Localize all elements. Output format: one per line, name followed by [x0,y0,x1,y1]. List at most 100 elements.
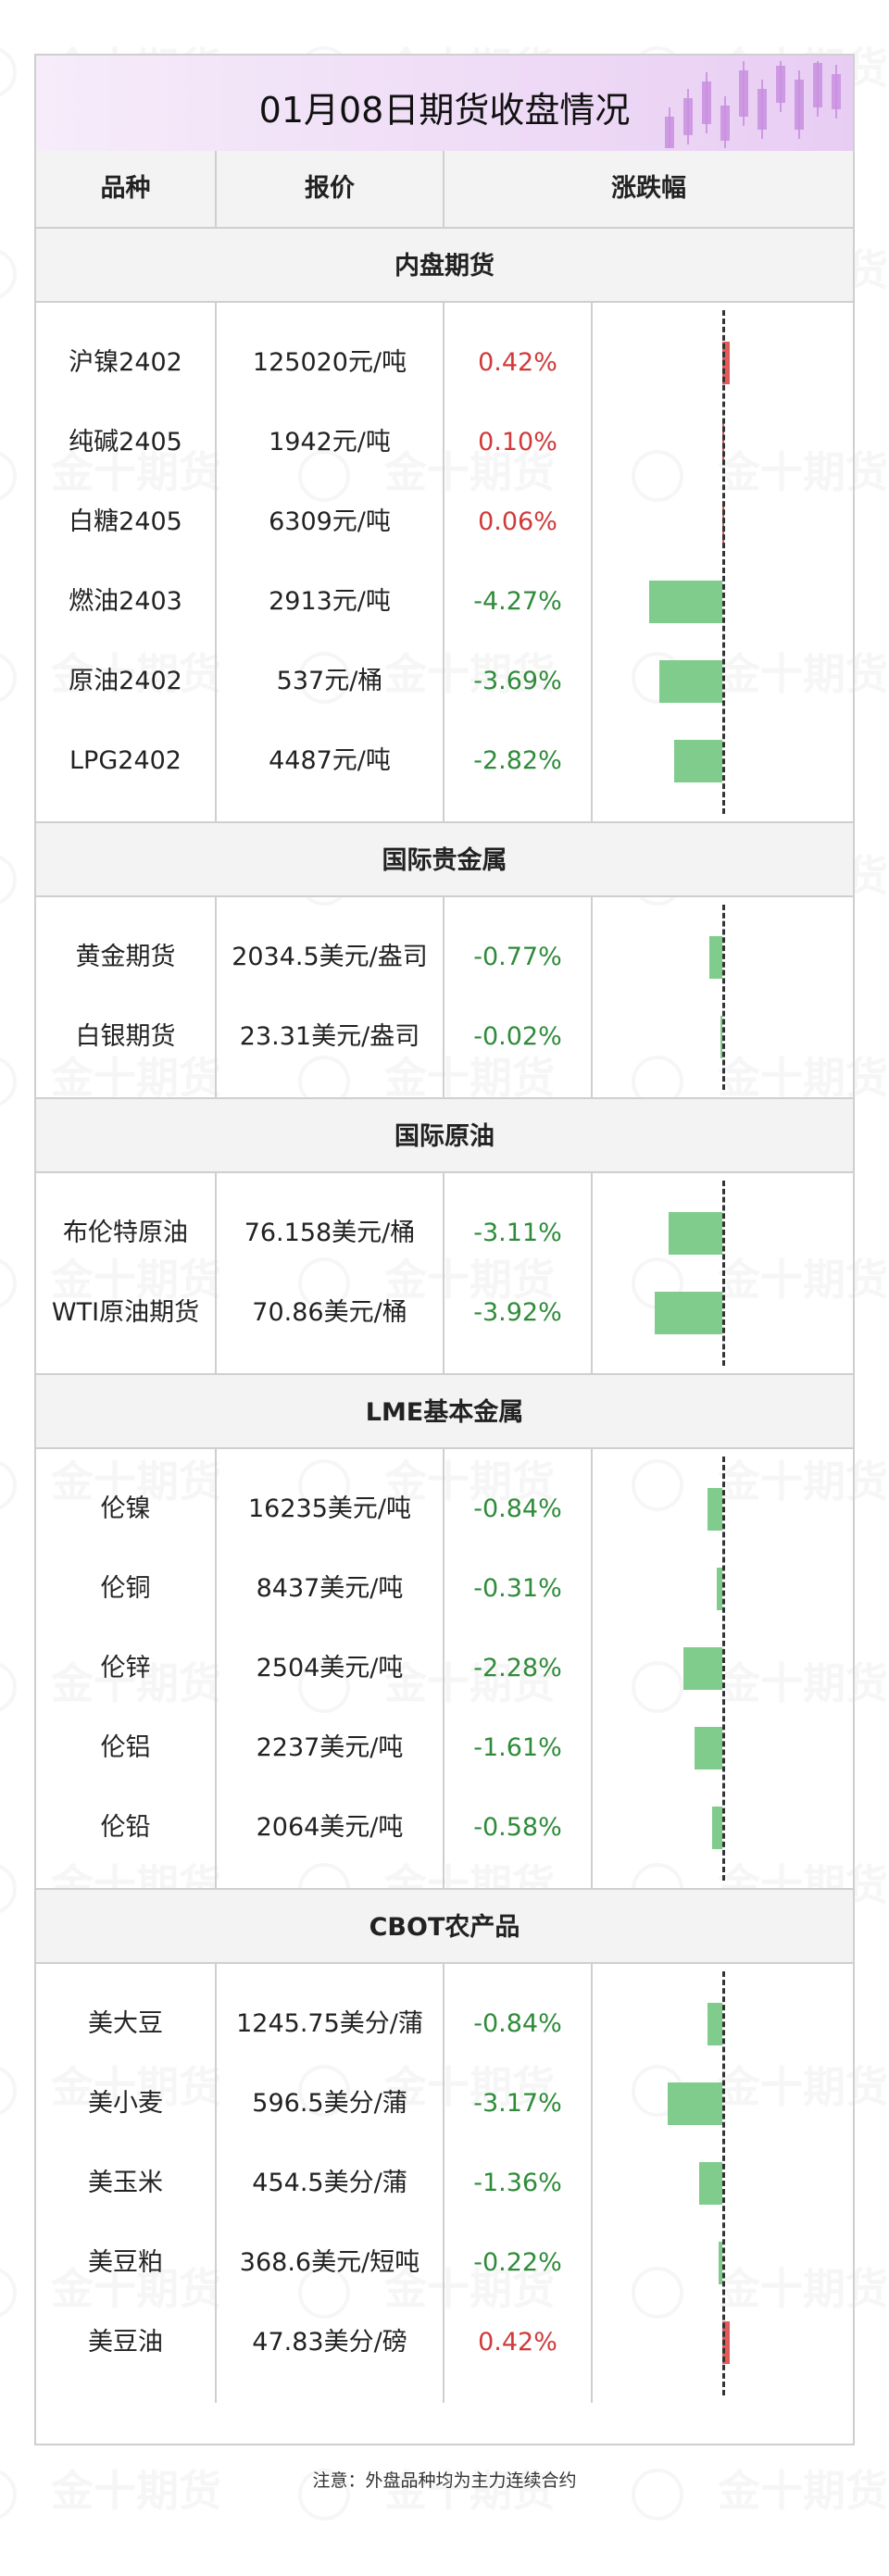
section-header: LME基本金属 [36,1373,853,1449]
table-row: 美小麦 596.5美分/蒲 -3.17% [36,2064,853,2144]
change-cell: -0.02% [473,1022,562,1051]
price-cell: 596.5美分/蒲 [252,2089,407,2118]
zero-baseline [722,310,725,814]
section-body: 黄金期货 2034.5美元/盎司 -0.77% 白银期货 23.31美元/盎司 -0.02… [36,897,853,1097]
change-bar-down [649,581,722,623]
footer-note: 注意：外盘品种均为主力连续合约 [312,2470,577,2491]
variety-cell: 白糖2405 [69,507,182,536]
table-row: 伦铝 2237美元/吨 -1.61% [36,1708,853,1788]
variety-cell: 黄金期货 [75,943,176,971]
section-body: 伦镍 16235美元/吨 -0.84% 伦铜 8437美元/吨 -0.31% 伦锌 2504美… [36,1449,853,1888]
price-cell: 2504美元/吨 [256,1654,404,1682]
price-cell: 47.83美分/磅 [252,2328,407,2357]
table-row: 黄金期货 2034.5美元/盎司 -0.77% [36,918,853,997]
variety-cell: 伦镍 [100,1494,151,1523]
table-row: 白银期货 23.31美元/盎司 -0.02% [36,997,853,1077]
change-bar-down [707,1488,722,1531]
variety-cell: 美豆粕 [88,2248,163,2277]
table-row: 燃油2403 2913元/吨 -4.27% [36,562,853,642]
change-cell: -3.17% [473,2089,562,2118]
variety-cell: 伦铝 [100,1733,151,1762]
zero-baseline [722,1971,725,2395]
table-row: 白糖2405 6309元/吨 0.06% [36,482,853,562]
table-row: 美豆粕 368.6美元/短吨 -0.22% [36,2223,853,2303]
change-bar-down [669,1212,722,1255]
price-cell: 1245.75美分/蒲 [236,2009,423,2038]
variety-cell: 伦铜 [100,1574,151,1603]
table-row: 纯碱2405 1942元/吨 0.10% [36,403,853,482]
price-cell: 70.86美元/桶 [252,1298,407,1327]
table-header: 品种 报价 涨跌幅 [36,151,853,229]
change-bar-down [673,740,722,782]
variety-cell: 白银期货 [75,1022,176,1051]
change-cell: 0.06% [478,507,557,536]
price-cell: 4487元/吨 [269,746,391,775]
section-body: 美大豆 1245.75美分/蒲 -0.84% 美小麦 596.5美分/蒲 -3.17% 美玉… [36,1964,853,2403]
header-change: 涨跌幅 [611,174,686,203]
variety-cell: 美小麦 [88,2089,163,2118]
quote-table: 01月08日期货收盘情况 [34,54,855,2445]
variety-cell: 纯碱2405 [69,428,182,456]
variety-cell: 美豆油 [88,2328,163,2357]
price-cell: 1942元/吨 [269,428,391,456]
variety-cell: 布伦特原油 [63,1219,188,1247]
change-cell: 0.10% [478,428,557,456]
table-row: 伦铅 2064美元/吨 -0.58% [36,1788,853,1868]
candlestick-decoration [665,61,841,148]
price-cell: 125020元/吨 [252,348,407,377]
change-cell: -0.58% [473,1813,562,1842]
change-cell: -0.84% [473,2009,562,2038]
variety-cell: 美大豆 [88,2009,163,2038]
change-cell: -0.84% [473,1494,562,1523]
zero-baseline [722,1457,725,1881]
price-cell: 2064美元/吨 [256,1813,404,1842]
change-bar-down [682,1647,722,1690]
price-cell: 2237美元/吨 [256,1733,404,1762]
table-row: 美豆油 47.83美分/磅 0.42% [36,2303,853,2382]
table-row: 布伦特原油 76.158美元/桶 -3.11% [36,1194,853,1273]
change-bar-down [708,936,722,979]
change-cell: -1.36% [473,2169,562,2197]
change-cell: -0.31% [473,1574,562,1603]
change-cell: -2.28% [473,1654,562,1682]
section-header: 国际贵金属 [36,821,853,897]
change-cell: -1.61% [473,1733,562,1762]
variety-cell: 伦锌 [100,1654,151,1682]
change-bar-down [655,1292,722,1334]
variety-cell: WTI原油期货 [51,1298,200,1327]
table-row: 原油2402 537元/桶 -3.69% [36,642,853,721]
change-bar-down [712,1807,722,1849]
price-cell: 76.158美元/桶 [244,1219,416,1247]
section-header: 内盘期货 [36,227,853,303]
table-row: LPG2402 4487元/吨 -2.82% [36,721,853,801]
table-row: 伦镍 16235美元/吨 -0.84% [36,1469,853,1549]
price-cell: 8437美元/吨 [256,1574,404,1603]
change-bar-down [658,660,722,703]
price-cell: 368.6美元/短吨 [239,2248,420,2277]
table-row: WTI原油期货 70.86美元/桶 -3.92% [36,1273,853,1353]
change-bar-down [695,1727,722,1769]
section-body: 沪镍2402 125020元/吨 0.42% 纯碱2405 1942元/吨 0.10% 白糖… [36,303,853,821]
price-cell: 2913元/吨 [269,587,391,616]
change-cell: -3.69% [473,667,562,695]
price-cell: 6309元/吨 [269,507,391,536]
price-cell: 16235美元/吨 [248,1494,411,1523]
change-cell: -0.22% [473,2248,562,2277]
change-cell: 0.42% [478,2328,557,2357]
change-cell: -4.27% [473,587,562,616]
change-cell: -2.82% [473,746,562,775]
variety-cell: 沪镍2402 [69,348,182,377]
variety-cell: LPG2402 [69,746,182,775]
header-price: 报价 [305,174,355,203]
table-row: 伦锌 2504美元/吨 -2.28% [36,1629,853,1708]
section-header: CBOT农产品 [36,1888,853,1964]
variety-cell: 美玉米 [88,2169,163,2197]
price-cell: 2034.5美元/盎司 [232,943,428,971]
title-bar: 01月08日期货收盘情况 [36,56,853,153]
price-cell: 454.5美分/蒲 [252,2169,407,2197]
table-row: 美大豆 1245.75美分/蒲 -0.84% [36,1984,853,2064]
zero-baseline [722,905,725,1090]
zero-baseline [722,1181,725,1366]
section-body: 布伦特原油 76.158美元/桶 -3.11% WTI原油期货 70.86美元/桶 -3.… [36,1173,853,1373]
variety-cell: 原油2402 [69,667,182,695]
